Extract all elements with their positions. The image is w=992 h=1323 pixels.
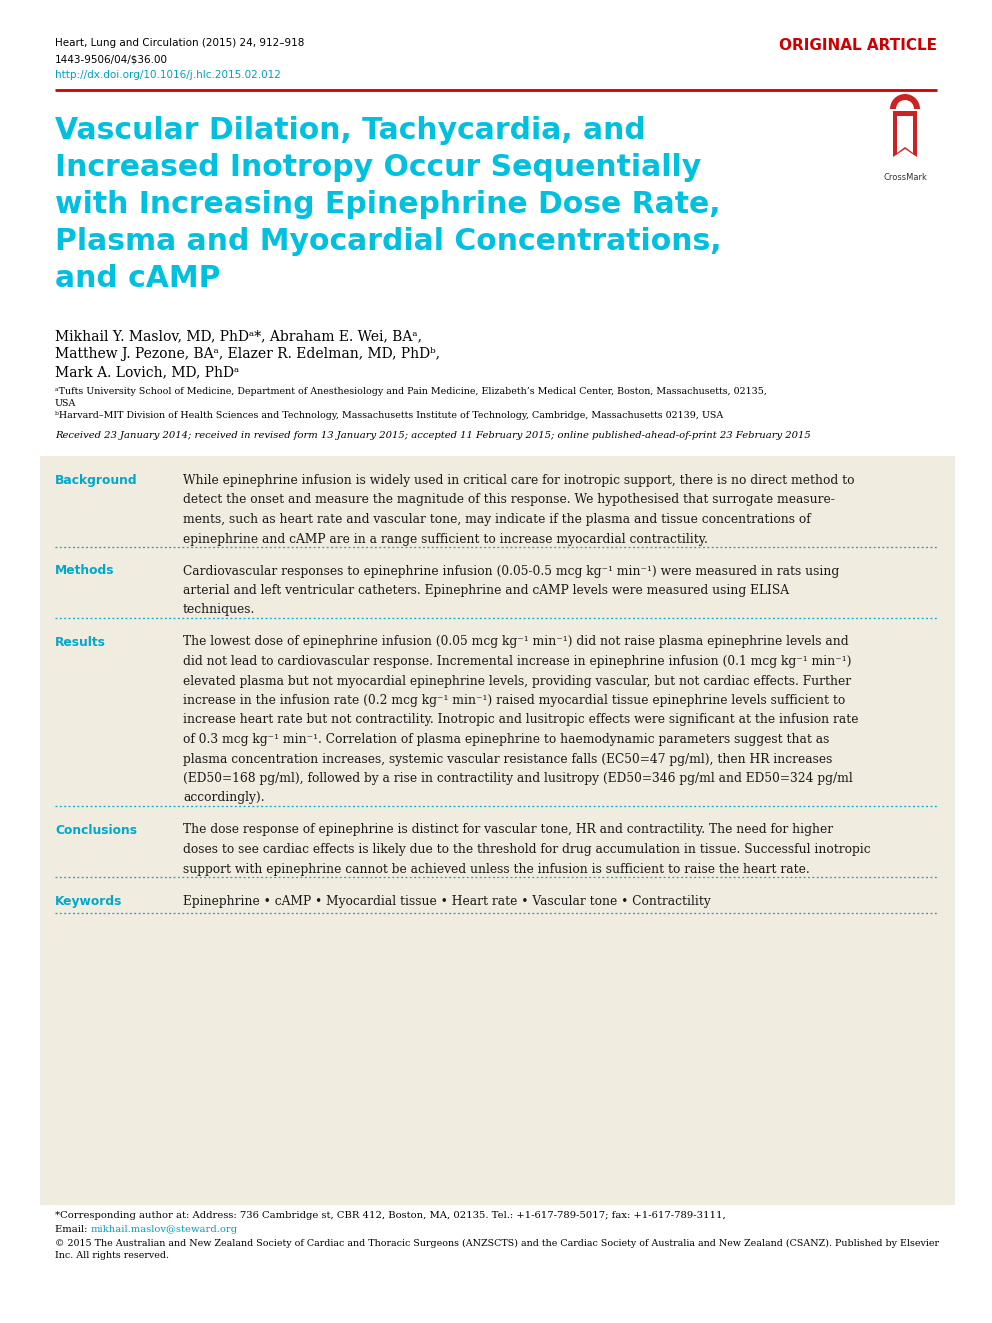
Wedge shape	[896, 101, 914, 108]
Polygon shape	[893, 111, 917, 157]
Text: increase in the infusion rate (0.2 mcg kg⁻¹ min⁻¹) raised myocardial tissue epin: increase in the infusion rate (0.2 mcg k…	[183, 695, 845, 706]
Text: and cAMP: and cAMP	[55, 265, 220, 292]
Text: ORIGINAL ARTICLE: ORIGINAL ARTICLE	[779, 38, 937, 53]
Text: Mikhail Y. Maslov, MD, PhDᵃ*, Abraham E. Wei, BAᵃ,: Mikhail Y. Maslov, MD, PhDᵃ*, Abraham E.…	[55, 329, 422, 343]
Text: ments, such as heart rate and vascular tone, may indicate if the plasma and tiss: ments, such as heart rate and vascular t…	[183, 513, 810, 527]
Text: 1443-9506/04/$36.00: 1443-9506/04/$36.00	[55, 54, 168, 64]
FancyBboxPatch shape	[40, 456, 955, 1205]
Text: The dose response of epinephrine is distinct for vascular tone, HR and contracti: The dose response of epinephrine is dist…	[183, 823, 833, 836]
Text: Methods: Methods	[55, 565, 114, 578]
Text: epinephrine and cAMP are in a range sufficient to increase myocardial contractil: epinephrine and cAMP are in a range suff…	[183, 532, 708, 545]
Text: While epinephrine infusion is widely used in critical care for inotropic support: While epinephrine infusion is widely use…	[183, 474, 854, 487]
Text: of 0.3 mcg kg⁻¹ min⁻¹. Correlation of plasma epinephrine to haemodynamic paramet: of 0.3 mcg kg⁻¹ min⁻¹. Correlation of pl…	[183, 733, 829, 746]
Text: arterial and left ventricular catheters. Epinephrine and cAMP levels were measur: arterial and left ventricular catheters.…	[183, 583, 789, 597]
Text: did not lead to cardiovascular response. Incremental increase in epinephrine inf: did not lead to cardiovascular response.…	[183, 655, 851, 668]
Text: (ED50=168 pg/ml), followed by a rise in contractility and lusitropy (ED50=346 pg: (ED50=168 pg/ml), followed by a rise in …	[183, 773, 853, 785]
Text: Received 23 January 2014; received in revised form 13 January 2015; accepted 11 : Received 23 January 2014; received in re…	[55, 431, 810, 441]
Text: support with epinephrine cannot be achieved unless the infusion is sufficient to: support with epinephrine cannot be achie…	[183, 863, 809, 876]
Text: CrossMark: CrossMark	[883, 173, 927, 183]
Text: Cardiovascular responses to epinephrine infusion (0.05-0.5 mcg kg⁻¹ min⁻¹) were : Cardiovascular responses to epinephrine …	[183, 565, 839, 578]
Text: Vascular Dilation, Tachycardia, and: Vascular Dilation, Tachycardia, and	[55, 116, 646, 146]
Text: plasma concentration increases, systemic vascular resistance falls (EC50=47 pg/m: plasma concentration increases, systemic…	[183, 753, 832, 766]
Text: detect the onset and measure the magnitude of this response. We hypothesised tha: detect the onset and measure the magnitu…	[183, 493, 835, 507]
Text: Plasma and Myocardial Concentrations,: Plasma and Myocardial Concentrations,	[55, 228, 721, 255]
Wedge shape	[890, 94, 920, 108]
Text: *Corresponding author at: Address: 736 Cambridge st, CBR 412, Boston, MA, 02135.: *Corresponding author at: Address: 736 C…	[55, 1211, 726, 1220]
Text: Increased Inotropy Occur Sequentially: Increased Inotropy Occur Sequentially	[55, 153, 701, 183]
Text: The lowest dose of epinephrine infusion (0.05 mcg kg⁻¹ min⁻¹) did not raise plas: The lowest dose of epinephrine infusion …	[183, 635, 848, 648]
Text: Inc. All rights reserved.: Inc. All rights reserved.	[55, 1252, 169, 1259]
Text: accordingly).: accordingly).	[183, 791, 265, 804]
Text: © 2015 The Australian and New Zealand Society of Cardiac and Thoracic Surgeons (: © 2015 The Australian and New Zealand So…	[55, 1240, 939, 1248]
Polygon shape	[897, 116, 913, 153]
Text: Mark A. Lovich, MD, PhDᵃ: Mark A. Lovich, MD, PhDᵃ	[55, 365, 239, 378]
Text: ᵇHarvard–MIT Division of Health Sciences and Technology, Massachusetts Institute: ᵇHarvard–MIT Division of Health Sciences…	[55, 411, 723, 419]
Text: Epinephrine • cAMP • Myocardial tissue • Heart rate • Vascular tone • Contractil: Epinephrine • cAMP • Myocardial tissue •…	[183, 894, 710, 908]
Text: with Increasing Epinephrine Dose Rate,: with Increasing Epinephrine Dose Rate,	[55, 191, 720, 220]
Text: Conclusions: Conclusions	[55, 823, 137, 836]
Text: Email:: Email:	[55, 1225, 90, 1234]
Text: ᵃTufts University School of Medicine, Department of Anesthesiology and Pain Medi: ᵃTufts University School of Medicine, De…	[55, 388, 767, 396]
Text: Results: Results	[55, 635, 106, 648]
Text: http://dx.doi.org/10.1016/j.hlc.2015.02.012: http://dx.doi.org/10.1016/j.hlc.2015.02.…	[55, 70, 281, 79]
Text: USA: USA	[55, 400, 76, 407]
Text: techniques.: techniques.	[183, 603, 255, 617]
Text: Heart, Lung and Circulation (2015) 24, 912–918: Heart, Lung and Circulation (2015) 24, 9…	[55, 38, 305, 48]
Text: Matthew J. Pezone, BAᵃ, Elazer R. Edelman, MD, PhDᵇ,: Matthew J. Pezone, BAᵃ, Elazer R. Edelma…	[55, 347, 440, 361]
Text: increase heart rate but not contractility. Inotropic and lusitropic effects were: increase heart rate but not contractilit…	[183, 713, 858, 726]
Text: Keywords: Keywords	[55, 894, 122, 908]
Text: elevated plasma but not myocardial epinephrine levels, providing vascular, but n: elevated plasma but not myocardial epine…	[183, 675, 851, 688]
Text: Background: Background	[55, 474, 138, 487]
Text: doses to see cardiac effects is likely due to the threshold for drug accumulatio: doses to see cardiac effects is likely d…	[183, 843, 871, 856]
Text: mikhail.maslov@steward.org: mikhail.maslov@steward.org	[91, 1225, 238, 1234]
